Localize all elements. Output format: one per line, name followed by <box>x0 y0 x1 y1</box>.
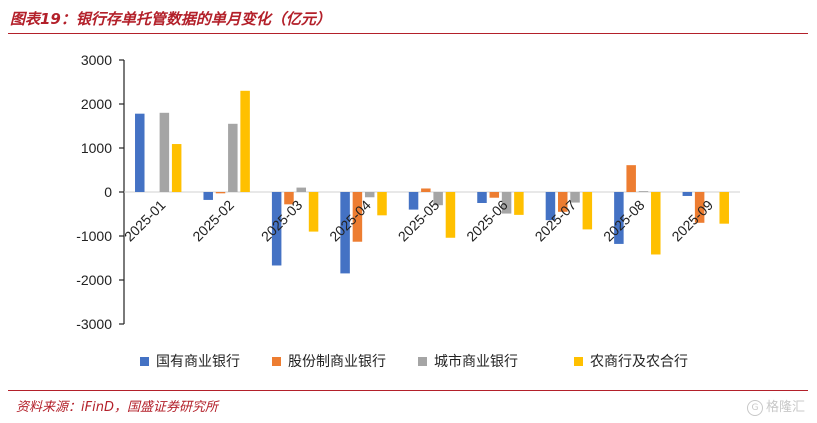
bar <box>545 192 556 221</box>
watermark: G 格隆汇 <box>746 396 805 416</box>
bar <box>284 192 294 205</box>
legend-label: 股份制商业银行 <box>288 354 386 370</box>
x-category-label: 2025-05 <box>395 197 443 245</box>
x-category-label: 2025-04 <box>326 197 374 245</box>
watermark-text: 格隆汇 <box>765 400 805 415</box>
bar <box>570 192 580 203</box>
x-category-label: 2025-02 <box>189 197 237 245</box>
y-tick-label: 0 <box>104 184 112 200</box>
bar <box>694 192 705 223</box>
bar <box>340 192 350 274</box>
y-tick-label: -3000 <box>76 316 112 332</box>
bar <box>171 144 182 192</box>
y-tick-label: -1000 <box>76 228 112 244</box>
bar <box>614 192 624 244</box>
bar <box>489 192 500 198</box>
bar <box>433 192 443 206</box>
watermark-logo-icon: G <box>746 399 763 416</box>
bar <box>159 112 170 192</box>
bar <box>445 192 456 238</box>
title-divider <box>8 33 808 34</box>
source-note: 资料来源：iFinD，国盛证券研究所 <box>16 400 218 415</box>
bar <box>477 192 487 203</box>
bar <box>638 191 649 192</box>
bar <box>364 192 375 198</box>
legend-label: 农商行及农合行 <box>590 354 688 370</box>
bar <box>514 192 524 215</box>
legend-label: 城市商业银行 <box>434 353 518 370</box>
footer-divider <box>8 390 808 391</box>
bar <box>271 192 282 266</box>
y-tick-label: 1000 <box>81 140 112 156</box>
bar <box>626 165 636 192</box>
bar <box>135 113 145 192</box>
bar <box>501 192 512 214</box>
y-tick-label: 2000 <box>81 96 112 112</box>
bar <box>719 192 729 224</box>
bar <box>682 192 693 196</box>
bar <box>352 192 363 242</box>
bar <box>215 192 226 194</box>
legend-swatch <box>140 357 149 366</box>
bar <box>308 192 319 232</box>
bar <box>377 192 387 216</box>
y-tick-label: -2000 <box>76 272 112 288</box>
x-category-label: 2025-06 <box>463 197 511 245</box>
x-category-label: 2025-09 <box>668 197 716 245</box>
y-tick-label: 3000 <box>81 52 112 68</box>
bar-chart: 3000 2000 1000 0 -1000 -2000 -3000 2025-01 2025-… <box>76 52 740 370</box>
bar <box>203 192 213 200</box>
bar <box>582 192 593 230</box>
bar <box>408 192 419 210</box>
x-category-label: 2025-01 <box>121 197 169 245</box>
legend-label: 国有商业银行 <box>156 354 240 370</box>
bar <box>421 188 431 192</box>
x-category-label: 2025-07 <box>532 197 580 245</box>
x-category-label: 2025-08 <box>600 197 648 245</box>
bar <box>296 187 307 192</box>
legend-swatch <box>418 357 427 366</box>
bar <box>228 123 238 192</box>
chart-title: 图表19：银行存单托管数据的单月变化（亿元） <box>10 10 331 28</box>
legend-swatch <box>272 357 281 366</box>
bar <box>651 192 661 255</box>
bar <box>240 90 250 192</box>
x-category-label: 2025-03 <box>258 197 306 245</box>
bar <box>557 192 568 212</box>
legend-swatch <box>574 357 583 366</box>
